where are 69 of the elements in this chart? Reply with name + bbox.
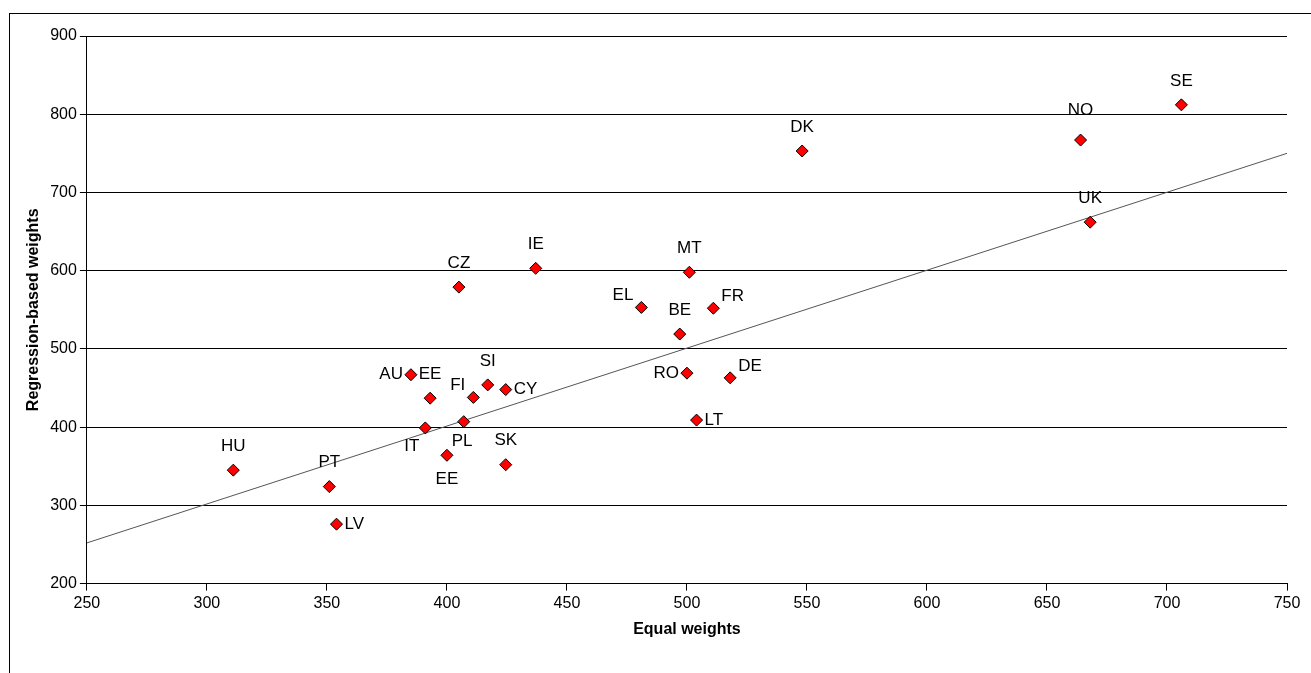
annotation: IE xyxy=(527,234,544,254)
y-tick-label: 600 xyxy=(50,261,77,279)
x-tick-label: 300 xyxy=(193,593,221,611)
point xyxy=(466,390,480,404)
annotation: IT xyxy=(404,435,420,455)
annotation: SK xyxy=(494,430,518,450)
point xyxy=(499,383,513,397)
point xyxy=(226,463,240,477)
y-tick-label: 700 xyxy=(50,182,77,200)
point xyxy=(673,327,687,341)
x-tick-label: 400 xyxy=(433,593,461,611)
point xyxy=(404,368,418,382)
point xyxy=(682,265,696,279)
y-tick-label: 800 xyxy=(50,104,77,122)
y-tick-label: 200 xyxy=(50,574,77,592)
annotation: MT xyxy=(677,237,702,257)
annotation: PT xyxy=(318,452,341,472)
point xyxy=(322,480,336,494)
point xyxy=(457,415,471,429)
annotation: SI xyxy=(479,350,496,370)
point xyxy=(706,301,720,315)
annotation: EE xyxy=(418,363,442,383)
x-tick-label: 600 xyxy=(913,593,941,611)
point xyxy=(440,448,454,462)
x-tick-label: 450 xyxy=(553,593,581,611)
x-tick-label: 250 xyxy=(73,593,101,611)
point xyxy=(1074,133,1088,147)
point xyxy=(330,517,344,531)
y-axis-title: Regression-based weights xyxy=(24,208,42,412)
point xyxy=(723,371,737,385)
annotation: EE xyxy=(435,468,459,488)
point xyxy=(423,391,437,405)
point xyxy=(1083,215,1097,229)
annotation: DE xyxy=(738,355,762,375)
annotation: BE xyxy=(668,299,692,319)
x-axis-title: Equal weights xyxy=(633,619,741,637)
y-tick-label: 500 xyxy=(50,339,77,357)
point xyxy=(1174,98,1188,112)
point xyxy=(529,261,543,275)
annotation: CZ xyxy=(447,252,471,272)
x-tick-label: 550 xyxy=(793,593,821,611)
x-tick-label: 750 xyxy=(1273,593,1301,611)
y-tick-label: 400 xyxy=(50,417,77,435)
annotation: LV xyxy=(344,513,365,533)
annotation: RO xyxy=(653,362,679,382)
point xyxy=(499,458,513,472)
point xyxy=(680,366,694,380)
y-tick-label: 900 xyxy=(50,26,77,44)
annotation: CY xyxy=(513,379,538,399)
x-tick-label: 700 xyxy=(1153,593,1181,611)
point xyxy=(481,378,495,392)
y-tick-label: 300 xyxy=(50,495,77,513)
annotation: FR xyxy=(721,285,745,305)
annotation: DK xyxy=(790,116,815,136)
point xyxy=(452,280,466,294)
x-tick-label: 350 xyxy=(313,593,341,611)
x-tick-label: 500 xyxy=(673,593,701,611)
point xyxy=(634,300,648,314)
x-tick-label: 650 xyxy=(1033,593,1061,611)
annotation: HU xyxy=(221,435,246,455)
point xyxy=(418,421,432,435)
annotation: FI xyxy=(450,375,466,395)
annotation: LT xyxy=(704,409,724,429)
annotation: EL xyxy=(612,285,634,305)
annotation: AU xyxy=(379,364,403,384)
annotation: PL xyxy=(451,431,473,451)
annotation: SE xyxy=(1170,70,1193,90)
point xyxy=(690,413,704,427)
point xyxy=(795,144,809,158)
